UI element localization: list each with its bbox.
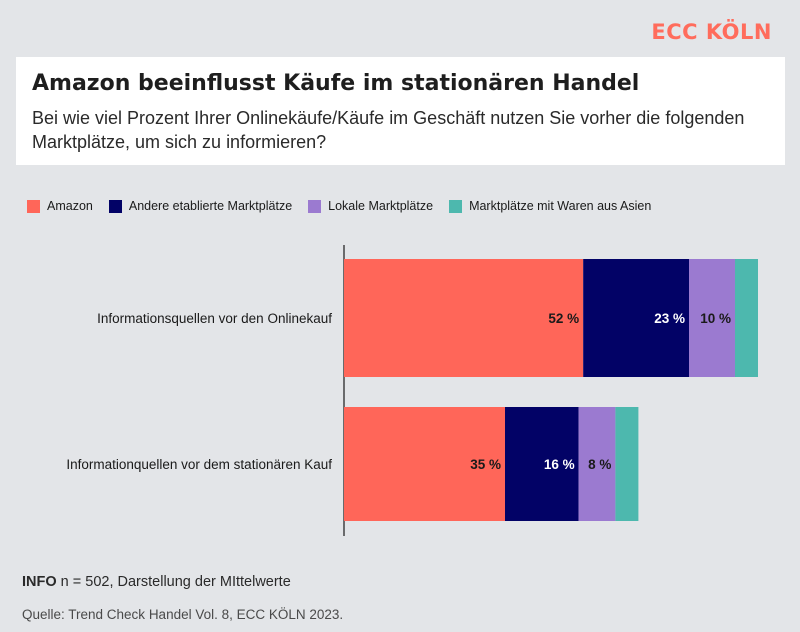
info-text: n = 502, Darstellung der MIttelwerte [60, 574, 291, 590]
legend-swatch-lokal [308, 199, 322, 213]
brand-logo: ECC KÖLN [651, 20, 772, 44]
header-box: Amazon beeinflusst Käufe im stationären … [16, 57, 785, 165]
bar-segment-marktpl-tze-mit-waren-aus-asien [735, 259, 758, 377]
chart-title: Amazon beeinflusst Käufe im stationären … [32, 71, 640, 96]
bar-segment-andere-etablierte-marktpl-tze [505, 407, 579, 521]
legend-item-amazon: Amazon [27, 199, 93, 213]
category-label: Informationquellen vor dem stationären K… [66, 457, 332, 472]
legend-item-lokal: Lokale Marktplätze [308, 199, 433, 213]
bar-segment-amazon [344, 407, 505, 521]
bar-segment-lokale-marktpl-tze [689, 259, 735, 377]
legend-swatch-asien [449, 199, 463, 213]
info-label: INFO [22, 574, 57, 590]
info-note: INFO n = 502, Darstellung der MIttelwert… [22, 574, 291, 590]
data-label: 52 % [548, 311, 579, 326]
legend-swatch-amazon [27, 199, 40, 213]
data-label: 23 % [654, 311, 685, 326]
data-label: 16 % [544, 457, 575, 472]
legend-label-asien: Marktplätze mit Waren aus Asien [469, 199, 652, 213]
source-note: Quelle: Trend Check Handel Vol. 8, ECC K… [22, 607, 344, 622]
legend-item-etabliert: Andere etablierte Marktplätze [108, 199, 293, 213]
bar-segment-amazon [344, 259, 584, 377]
bar-segment-andere-etablierte-marktpl-tze [583, 259, 689, 377]
legend: Amazon Andere etablierte Marktplätze Lok… [27, 197, 667, 215]
legend-label-amazon: Amazon [47, 199, 93, 213]
bar-segment-marktpl-tze-mit-waren-aus-asien [615, 407, 639, 521]
data-label: 8 % [588, 457, 611, 472]
legend-item-asien: Marktplätze mit Waren aus Asien [449, 199, 651, 213]
legend-label-etabliert: Andere etablierte Marktplätze [128, 199, 293, 213]
legend-swatch-etabliert [108, 199, 122, 213]
data-label: 35 % [470, 457, 501, 472]
data-label: 10 % [700, 311, 731, 326]
chart-subtitle: Bei wie viel Prozent Ihrer Onlinekäufe/K… [32, 108, 745, 152]
legend-label-lokal: Lokale Marktplätze [328, 199, 434, 213]
category-label: Informationsquellen vor den Onlinekauf [97, 311, 332, 326]
bar-segment-lokale-marktpl-tze [578, 407, 616, 521]
